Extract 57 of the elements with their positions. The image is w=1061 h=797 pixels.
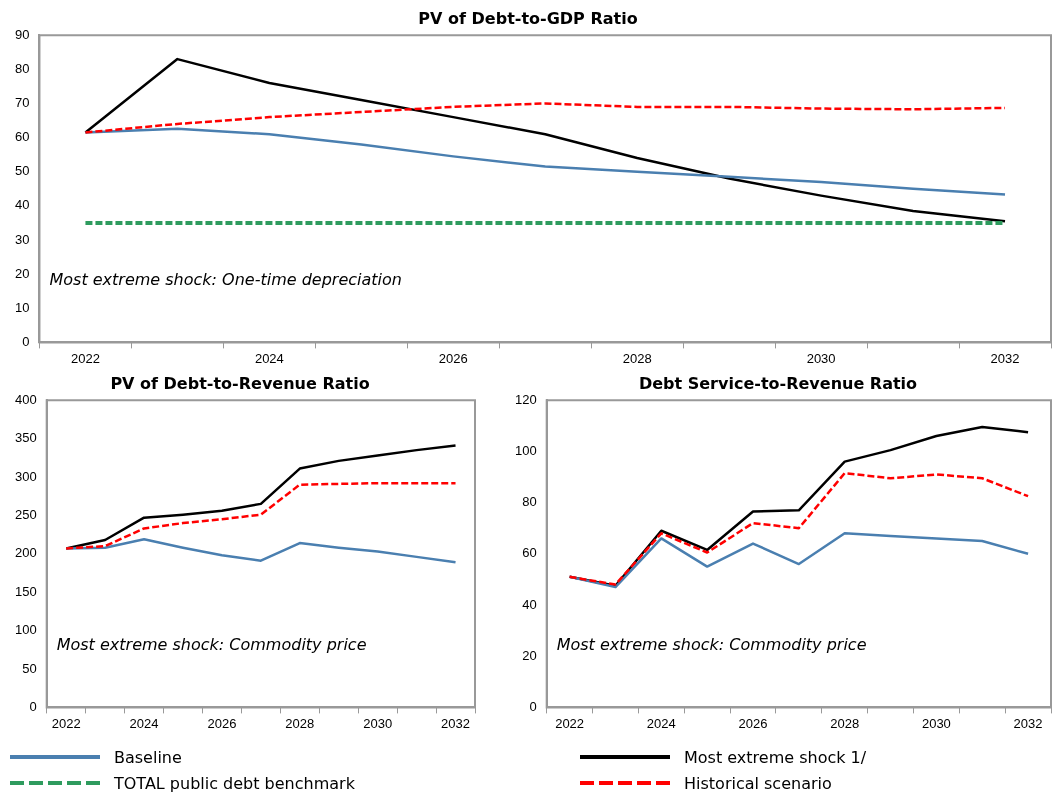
x-tick-label: 2024 [646,715,676,731]
y-tick-label: 150 [14,583,37,599]
y-tick-label: 20 [14,265,30,281]
y-tick-label: 200 [14,545,37,561]
y-tick-label: 60 [14,129,30,145]
y-tick-label: 100 [14,622,37,638]
y-tick-label: 30 [14,231,30,247]
x-tick-label: 2022 [555,715,585,731]
x-tick-label: 2022 [51,715,81,731]
x-tick-label: 2024 [254,350,284,366]
legend-label: Baseline [114,747,182,767]
x-tick-label: 2022 [70,350,100,366]
chart-title: PV of Debt-to-Revenue Ratio [110,373,370,393]
y-tick-label: 50 [14,163,30,179]
y-tick-label: 70 [14,95,30,111]
y-tick-label: 40 [14,197,30,213]
y-tick-label: 300 [14,468,37,484]
y-tick-label: 40 [522,596,537,612]
y-tick-label: 80 [522,494,537,510]
x-tick-label: 2030 [363,715,393,731]
legend-label: TOTAL public debt benchmark [114,773,355,793]
line-series [568,471,1030,586]
y-tick-label: 10 [14,299,30,315]
x-tick-label: 2032 [441,715,470,731]
y-tick-label: 50 [22,660,37,676]
chart-title: Debt Service-to-Revenue Ratio [638,373,918,393]
y-tick-label: 250 [14,506,37,522]
y-tick-label: 350 [14,430,37,446]
x-tick-label: 2028 [830,715,860,731]
y-tick-label: 20 [522,647,537,663]
y-tick-label: 400 [14,391,37,407]
y-tick-label: 80 [14,60,30,76]
x-tick-label: 2032 [990,350,1020,366]
legend-label: Most extreme shock 1/ [684,747,867,767]
y-tick-label: 0 [529,698,537,714]
line-series [64,481,457,550]
y-tick-label: 120 [514,391,537,407]
y-tick-label: 60 [522,545,537,561]
annotation: Most extreme shock: Commodity price [56,635,367,655]
x-tick-label: 2026 [438,350,468,366]
x-tick-label: 2030 [921,715,951,731]
x-tick-label: 2028 [285,715,315,731]
x-tick-label: 2030 [806,350,836,366]
legend-label: Historical scenario [684,773,832,793]
y-tick-label: 0 [29,698,37,714]
y-tick-label: 100 [514,442,537,458]
x-tick-label: 2026 [738,715,768,731]
y-tick-label: 90 [14,26,30,42]
annotation: Most extreme shock: One-time depreciation [49,270,402,290]
line-series [84,102,1007,134]
x-tick-label: 2026 [207,715,237,731]
chart-title: PV of Debt-to-GDP Ratio [418,8,638,28]
x-tick-label: 2032 [1013,715,1043,731]
annotation: Most extreme shock: Commodity price [556,635,867,655]
y-tick-label: 0 [22,333,30,349]
x-tick-label: 2024 [129,715,159,731]
x-tick-label: 2028 [622,350,652,366]
